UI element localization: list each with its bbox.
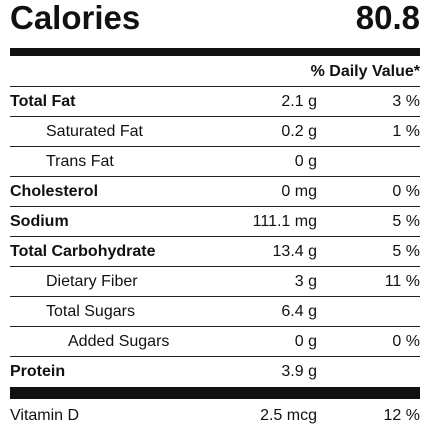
nutrient-row-saturated-fat: Saturated Fat 0.2 g 1 % — [10, 116, 420, 146]
nutrient-table: Total Fat 2.1 g 3 % Saturated Fat 0.2 g … — [10, 86, 420, 386]
nutrient-row-total-sugars: Total Sugars 6.4 g — [10, 296, 420, 326]
nutrient-daily-value: 3 % — [392, 93, 420, 110]
vitamin-name: Vitamin D — [10, 407, 80, 424]
nutrient-name: Added Sugars — [68, 333, 170, 350]
nutrient-row-sodium: Sodium 111.1 mg 5 % — [10, 206, 420, 236]
nutrient-name: Dietary Fiber — [46, 273, 138, 290]
vitamin-daily-value: 12 % — [383, 407, 420, 424]
nutrient-daily-value: 11 % — [384, 273, 420, 290]
calories-header: Calories 80.8 — [10, 0, 420, 48]
nutrient-name: Cholesterol — [10, 183, 99, 200]
nutrient-name: Protein — [10, 363, 66, 380]
nutrient-daily-value: 0 % — [392, 183, 420, 200]
calories-label: Calories — [10, 0, 141, 36]
nutrient-daily-value: 0 % — [392, 333, 420, 350]
nutrient-name: Saturated Fat — [46, 123, 143, 140]
thick-divider-bottom — [10, 387, 420, 399]
nutrient-row-cholesterol: Cholesterol 0 mg 0 % — [10, 176, 420, 206]
nutrient-amount: 0 mg — [281, 183, 317, 200]
daily-value-header-label: % Daily Value* — [310, 63, 420, 80]
thick-divider-top — [10, 48, 420, 56]
nutrient-amount: 0 g — [294, 153, 317, 170]
nutrient-daily-value: 5 % — [392, 213, 420, 230]
nutrient-amount: 0 g — [294, 333, 317, 350]
nutrient-row-total-carbohydrate: Total Carbohydrate 13.4 g 5 % — [10, 236, 420, 266]
nutrient-amount: 111.1 mg — [252, 213, 317, 230]
nutrient-row-dietary-fiber: Dietary Fiber 3 g 11 % — [10, 266, 420, 296]
nutrient-name: Trans Fat — [46, 153, 114, 170]
vitamin-row-vitamin-d: Vitamin D 2.5 mcg 12 % — [10, 402, 420, 430]
calories-value: 80.8 — [355, 0, 420, 36]
nutrient-amount: 0.2 g — [281, 123, 317, 140]
nutrient-amount: 2.1 g — [281, 93, 317, 110]
nutrient-daily-value: 1 % — [392, 123, 420, 140]
nutrient-amount: 13.4 g — [272, 243, 317, 260]
nutrient-amount: 3 g — [294, 273, 317, 290]
nutrient-row-total-fat: Total Fat 2.1 g 3 % — [10, 86, 420, 116]
nutrient-amount: 6.4 g — [281, 303, 317, 320]
nutrient-daily-value: 5 % — [392, 243, 420, 260]
nutrient-name: Total Sugars — [46, 303, 135, 320]
daily-value-header: % Daily Value* — [10, 60, 420, 86]
nutrient-row-trans-fat: Trans Fat 0 g — [10, 146, 420, 176]
vitamin-amount: 2.5 mcg — [260, 407, 317, 424]
nutrient-row-added-sugars: Added Sugars 0 g 0 % — [10, 326, 420, 356]
nutrient-name: Sodium — [10, 213, 69, 230]
nutrient-amount: 3.9 g — [281, 363, 317, 380]
nutrient-row-protein: Protein 3.9 g — [10, 356, 420, 386]
nutrient-name: Total Carbohydrate — [10, 243, 156, 260]
nutrient-name: Total Fat — [10, 93, 76, 110]
